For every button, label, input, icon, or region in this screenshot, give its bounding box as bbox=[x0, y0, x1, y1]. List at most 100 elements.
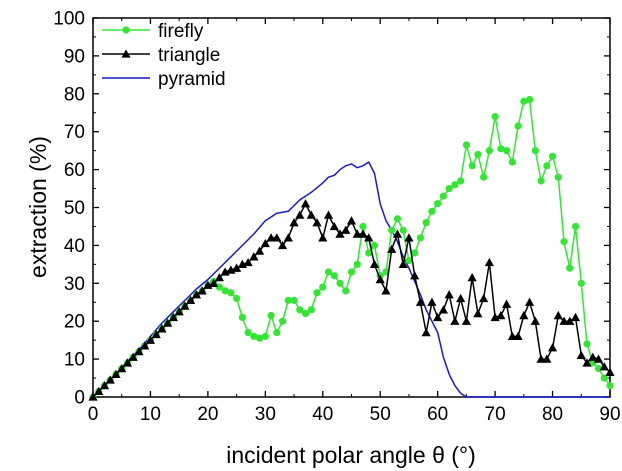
firefly-point bbox=[566, 264, 574, 272]
triangle-point bbox=[341, 225, 351, 234]
triangle-point bbox=[243, 257, 253, 267]
y-axis-title: extraction (%) bbox=[25, 136, 51, 278]
series-pyramid bbox=[92, 161, 610, 398]
legend-item-triangle: triangle bbox=[102, 45, 220, 66]
triangle-point bbox=[191, 290, 201, 299]
triangle-point bbox=[565, 316, 575, 325]
triangle-point bbox=[421, 327, 431, 337]
firefly-point bbox=[589, 359, 597, 367]
legend-label-triangle: triangle bbox=[158, 45, 220, 66]
firefly-point bbox=[284, 296, 292, 304]
y-tick-label: 50 bbox=[64, 198, 85, 219]
triangle-point bbox=[358, 229, 368, 238]
x-tick-label: 0 bbox=[88, 404, 99, 425]
firefly-point bbox=[474, 150, 482, 159]
y-tick-label: 20 bbox=[64, 312, 85, 333]
firefly-point bbox=[255, 334, 264, 342]
y-tick-label: 100 bbox=[53, 9, 85, 30]
firefly-point bbox=[233, 294, 241, 303]
triangle-point bbox=[260, 238, 270, 248]
x-tick-label: 10 bbox=[140, 404, 161, 425]
triangle-point bbox=[134, 346, 144, 356]
triangle-point bbox=[163, 318, 173, 327]
triangle-point bbox=[295, 210, 305, 219]
triangle-point bbox=[197, 286, 207, 295]
x-tick-label: 50 bbox=[370, 404, 391, 425]
triangle-point bbox=[473, 309, 483, 318]
triangle-point bbox=[369, 259, 380, 269]
y-tick-label: 60 bbox=[64, 160, 85, 181]
firefly-point bbox=[531, 147, 539, 155]
triangle-point bbox=[450, 316, 460, 325]
firefly-point bbox=[261, 332, 269, 340]
firefly-point bbox=[319, 283, 327, 291]
legend-marker-triangle bbox=[121, 49, 131, 58]
firefly-point bbox=[451, 181, 459, 189]
firefly-point bbox=[416, 234, 425, 242]
firefly-point bbox=[330, 272, 338, 280]
triangle-point bbox=[346, 216, 357, 225]
triangle-point bbox=[415, 297, 426, 306]
triangle-point bbox=[128, 352, 138, 361]
triangle-point bbox=[335, 229, 345, 238]
x-tick-label: 60 bbox=[427, 404, 448, 425]
x-axis-title: incident polar angle θ (°) bbox=[226, 442, 476, 468]
triangle-point bbox=[88, 392, 98, 401]
triangle-point bbox=[502, 299, 512, 308]
firefly-point bbox=[508, 158, 516, 166]
firefly-point bbox=[353, 260, 361, 268]
triangle-point bbox=[438, 305, 449, 314]
triangle-point bbox=[329, 221, 339, 231]
triangle-point bbox=[427, 297, 437, 306]
triangle-point bbox=[323, 210, 334, 219]
firefly-point bbox=[399, 226, 407, 234]
triangle-point bbox=[111, 369, 121, 378]
triangle-point bbox=[433, 312, 443, 322]
triangle-point bbox=[283, 233, 293, 242]
y-tick-label: 10 bbox=[64, 350, 85, 371]
triangle-point bbox=[289, 218, 299, 227]
legend: firefly triangle pyramid bbox=[102, 21, 226, 90]
pyramid-line bbox=[92, 161, 610, 398]
firefly-point bbox=[525, 95, 534, 104]
triangle-point bbox=[306, 210, 316, 219]
triangle-point bbox=[588, 352, 598, 361]
firefly-point bbox=[422, 219, 430, 227]
axis-ticks: 0 10 20 30 40 50 60 70 80 90 0 10 20 30 40 50 60 70 80 90 10… bbox=[53, 9, 620, 426]
firefly-point bbox=[571, 222, 580, 231]
firefly-point bbox=[520, 97, 528, 105]
triangle-point bbox=[318, 233, 328, 242]
firefly-point bbox=[411, 249, 419, 257]
firefly-point bbox=[273, 328, 281, 337]
triangle-point bbox=[151, 329, 161, 339]
firefly-point bbox=[221, 287, 229, 295]
triangle-point bbox=[277, 240, 288, 250]
x-tick-label: 20 bbox=[197, 404, 218, 425]
firefly-point bbox=[548, 152, 557, 160]
triangle-point bbox=[272, 233, 282, 242]
firefly-point bbox=[434, 200, 442, 208]
triangle-point bbox=[186, 295, 196, 305]
triangle-point bbox=[576, 350, 586, 359]
firefly-point bbox=[462, 141, 470, 149]
y-tick-label: 80 bbox=[64, 84, 85, 105]
firefly-point bbox=[336, 279, 344, 287]
triangle-point bbox=[496, 310, 506, 320]
triangle-point bbox=[461, 316, 471, 325]
firefly-point bbox=[600, 374, 608, 382]
firefly-point bbox=[250, 332, 258, 340]
triangle-point bbox=[180, 301, 190, 310]
legend-label-firefly: firefly bbox=[158, 21, 204, 42]
triangle-point bbox=[398, 259, 408, 269]
triangle-point bbox=[254, 246, 265, 255]
legend-marker-firefly bbox=[122, 26, 130, 34]
triangle-point bbox=[456, 293, 466, 303]
firefly-point bbox=[543, 162, 551, 170]
triangle-point bbox=[249, 252, 259, 261]
triangle-point bbox=[105, 375, 115, 384]
x-tick-label: 80 bbox=[542, 404, 563, 425]
triangle-point bbox=[547, 343, 558, 352]
triangle-point bbox=[593, 354, 604, 363]
firefly-point bbox=[577, 279, 585, 287]
triangle-point bbox=[157, 324, 167, 333]
